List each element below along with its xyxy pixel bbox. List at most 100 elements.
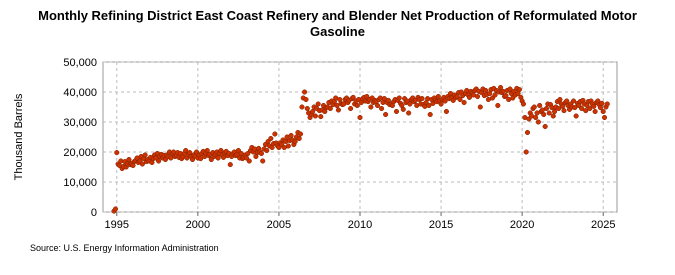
data-point xyxy=(260,158,266,164)
data-point xyxy=(560,103,566,109)
data-point xyxy=(520,101,526,107)
data-point xyxy=(587,105,593,112)
data-point xyxy=(438,101,444,107)
data-point xyxy=(599,100,605,106)
data-point xyxy=(503,93,509,99)
data-point xyxy=(557,96,563,103)
y-tick-label: 0 xyxy=(91,207,97,219)
data-point xyxy=(348,105,354,112)
data-point xyxy=(299,104,305,110)
data-point xyxy=(354,102,360,109)
data-point xyxy=(597,105,604,111)
x-tick-label: 2005 xyxy=(267,219,291,231)
data-point xyxy=(272,131,278,137)
data-point xyxy=(296,135,302,142)
data-point xyxy=(407,101,413,107)
data-point xyxy=(379,105,385,112)
data-point xyxy=(572,105,578,111)
x-tick-label: 2010 xyxy=(348,219,372,231)
data-point xyxy=(475,93,481,100)
x-tick-label: 2015 xyxy=(429,219,453,231)
data-point xyxy=(156,158,162,164)
y-tick-label: 50,000 xyxy=(63,57,97,69)
data-point xyxy=(570,98,577,104)
data-point xyxy=(183,147,189,154)
data-point xyxy=(396,95,402,101)
data-point xyxy=(426,102,432,109)
data-point xyxy=(268,135,274,142)
data-point xyxy=(393,108,400,115)
data-point xyxy=(579,105,585,112)
data-point xyxy=(591,103,597,109)
data-point xyxy=(419,96,425,102)
y-axis-label: Thousand Barrels xyxy=(13,93,25,180)
data-point xyxy=(126,156,132,163)
x-tick-label: 2000 xyxy=(186,219,210,231)
data-point xyxy=(592,108,598,115)
data-point xyxy=(327,105,333,112)
x-tick-label: 2020 xyxy=(510,219,534,231)
data-point xyxy=(142,152,148,158)
data-point xyxy=(218,147,224,154)
data-point xyxy=(516,87,522,93)
data-point xyxy=(227,162,233,168)
data-point xyxy=(564,98,570,104)
data-point xyxy=(600,108,606,115)
data-point xyxy=(543,105,550,112)
data-point xyxy=(374,102,381,109)
data-point xyxy=(604,101,610,107)
source-note: Source: U.S. Energy Information Administ… xyxy=(30,243,219,253)
data-point xyxy=(537,102,543,109)
data-point xyxy=(495,102,501,109)
data-point xyxy=(303,96,309,103)
y-tick-label: 20,000 xyxy=(63,147,97,159)
data-point xyxy=(573,113,579,119)
data-point xyxy=(264,147,270,154)
data-point xyxy=(246,158,252,164)
data-point xyxy=(492,92,498,98)
y-tick-label: 40,000 xyxy=(63,87,97,99)
data-point xyxy=(507,86,513,92)
data-point xyxy=(301,89,308,95)
data-point xyxy=(541,111,547,118)
data-point xyxy=(435,93,441,100)
data-point xyxy=(198,156,204,162)
data-point xyxy=(310,108,316,115)
chart-title: Monthly Refining District East Coast Ref… xyxy=(38,8,637,39)
data-point xyxy=(533,114,539,121)
data-point xyxy=(443,108,449,115)
data-point xyxy=(304,105,310,112)
data-point xyxy=(601,114,608,121)
data-point xyxy=(357,114,363,121)
data-point xyxy=(189,156,196,163)
data-point xyxy=(139,161,145,167)
data-point xyxy=(350,94,356,100)
data-point xyxy=(546,110,552,116)
data-point xyxy=(457,96,463,103)
data-point xyxy=(258,150,264,157)
data-point xyxy=(477,104,483,110)
data-point xyxy=(312,113,318,119)
data-point xyxy=(583,108,589,114)
data-point xyxy=(285,143,291,149)
data-point xyxy=(550,113,556,119)
data-point xyxy=(297,131,304,137)
data-point xyxy=(542,123,548,130)
data-point xyxy=(204,147,210,154)
data-point xyxy=(215,155,221,161)
data-point xyxy=(315,101,321,107)
data-point xyxy=(112,206,119,212)
data-point xyxy=(368,104,374,110)
data-point xyxy=(406,110,412,116)
data-point xyxy=(461,99,467,106)
data-point xyxy=(466,94,472,100)
data-point xyxy=(288,132,294,139)
y-tick-label: 30,000 xyxy=(63,117,97,129)
data-point xyxy=(334,102,340,109)
data-point xyxy=(523,149,529,155)
data-point xyxy=(556,105,562,112)
data-point xyxy=(535,119,541,125)
data-point xyxy=(318,114,324,120)
